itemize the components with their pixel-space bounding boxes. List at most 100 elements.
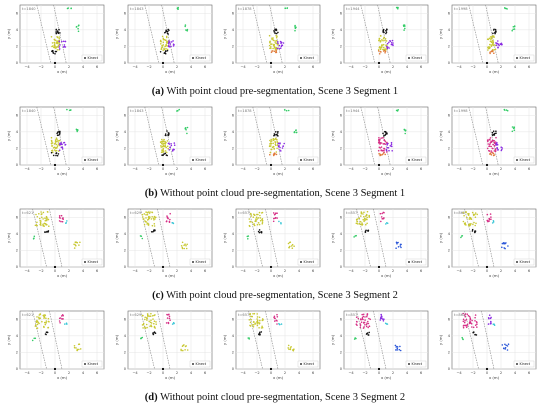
y-tick-label: 2 xyxy=(340,147,342,151)
point xyxy=(495,136,497,139)
point xyxy=(58,149,61,151)
point xyxy=(367,326,369,329)
point xyxy=(274,141,276,143)
point xyxy=(279,146,281,149)
scatter-plot: −4 −2 0 2 4 6 0 2 4 6 x (m) y (m) t=1998 Kinect xyxy=(438,4,537,74)
point xyxy=(251,324,254,326)
point xyxy=(170,144,173,147)
point xyxy=(386,47,389,50)
point xyxy=(387,142,389,145)
point xyxy=(180,348,182,351)
axes-frame xyxy=(235,208,321,268)
point xyxy=(476,323,478,325)
point xyxy=(33,237,35,239)
point xyxy=(146,319,148,321)
point xyxy=(382,217,385,220)
point xyxy=(58,317,61,320)
point-cloud xyxy=(246,211,295,249)
x-axis-label: x (m) xyxy=(57,375,68,380)
point xyxy=(496,147,499,150)
point xyxy=(490,44,493,46)
point xyxy=(377,149,380,152)
point xyxy=(490,320,492,323)
point xyxy=(159,51,162,53)
axes-frame xyxy=(451,310,537,370)
point xyxy=(495,132,497,134)
point xyxy=(280,45,283,48)
y-tick-label: 6 xyxy=(448,11,451,15)
x-tick-label: 4 xyxy=(514,269,517,273)
point xyxy=(275,138,278,141)
point xyxy=(144,327,147,329)
point xyxy=(361,313,363,316)
subplot-panel: −4 −2 0 2 4 6 0 2 4 6 x (m) y (m) t=657 Kinect xyxy=(221,308,324,390)
y-axis-label: y (m) xyxy=(330,334,335,345)
point xyxy=(167,30,169,33)
point xyxy=(154,216,156,219)
point xyxy=(494,149,497,151)
point xyxy=(162,49,164,51)
point xyxy=(390,42,393,44)
legend-marker xyxy=(192,261,194,263)
point xyxy=(173,144,176,146)
x-tick-label: −2 xyxy=(470,167,475,171)
point xyxy=(467,314,470,317)
point xyxy=(400,243,402,246)
point xyxy=(359,324,362,327)
legend: Kinect xyxy=(81,54,103,62)
point xyxy=(168,41,170,43)
point xyxy=(468,322,471,325)
legend-label: Kinect xyxy=(88,56,99,60)
x-tick-label: 6 xyxy=(204,371,207,375)
point xyxy=(166,130,168,132)
point xyxy=(471,230,474,232)
point xyxy=(290,245,293,247)
point xyxy=(293,245,295,247)
point xyxy=(141,213,144,216)
point xyxy=(250,315,252,318)
grid xyxy=(236,311,320,370)
y-tick-label: 0 xyxy=(232,61,235,65)
point xyxy=(160,146,163,148)
point xyxy=(145,217,147,219)
x-tick-label: 2 xyxy=(176,167,178,171)
point xyxy=(58,320,61,322)
point xyxy=(276,212,278,214)
legend-label: Kinect xyxy=(304,260,315,264)
scatter-plot: −4 −2 0 2 4 6 0 2 4 6 x (m) y (m) t=1944 Kinect xyxy=(330,4,429,74)
point xyxy=(471,319,473,322)
point xyxy=(247,238,249,240)
x-tick-label: 4 xyxy=(406,371,409,375)
point xyxy=(259,214,261,217)
sensor-origin-marker xyxy=(53,265,57,269)
point xyxy=(47,317,50,320)
point xyxy=(397,241,399,244)
point xyxy=(74,244,77,246)
x-tick-label: 4 xyxy=(514,371,517,375)
point xyxy=(52,151,54,153)
point xyxy=(384,140,387,142)
point xyxy=(165,322,168,324)
x-tick-label: 2 xyxy=(500,167,502,171)
point xyxy=(276,217,278,219)
point xyxy=(364,316,366,318)
point xyxy=(399,349,402,352)
point xyxy=(40,220,42,222)
y-tick-label: 6 xyxy=(16,11,19,15)
point xyxy=(489,36,492,38)
x-tick-label: 2 xyxy=(392,371,394,375)
point xyxy=(167,314,169,316)
point xyxy=(51,42,54,44)
point xyxy=(489,143,491,146)
timestamp-label: t=657 xyxy=(238,313,249,317)
x-tick-label: 0 xyxy=(270,167,273,171)
sensor-origin-marker xyxy=(377,61,381,65)
point xyxy=(249,321,252,324)
point xyxy=(503,242,505,244)
point xyxy=(512,28,514,31)
point xyxy=(275,51,278,54)
y-tick-label: 6 xyxy=(124,317,127,321)
point xyxy=(149,315,152,317)
point xyxy=(155,323,157,325)
point xyxy=(163,38,166,41)
